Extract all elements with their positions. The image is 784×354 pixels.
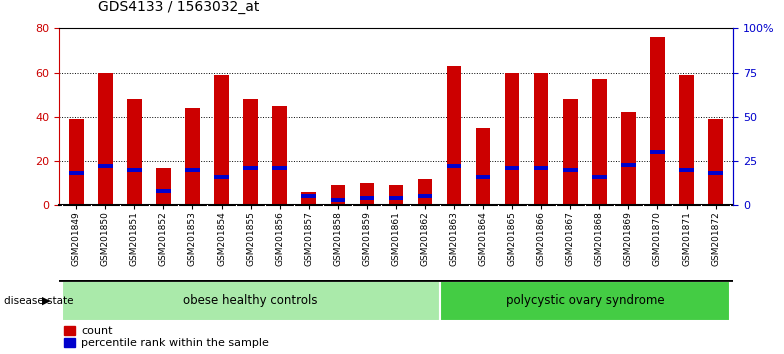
Bar [476,128,490,205]
Bar [679,75,694,205]
Bar [214,175,229,179]
Bar [302,192,316,205]
Bar [679,168,694,172]
Bar [302,194,316,199]
Bar [650,37,665,205]
Bar [621,162,636,167]
Text: GSM201864: GSM201864 [478,211,488,266]
Bar [69,171,84,176]
Bar [272,166,287,170]
Bar [185,108,200,205]
FancyBboxPatch shape [62,280,440,321]
Text: GSM201866: GSM201866 [537,211,546,266]
Text: GSM201854: GSM201854 [217,211,226,266]
Text: GSM201867: GSM201867 [566,211,575,266]
Bar [708,119,723,205]
Bar [389,185,403,205]
Text: GSM201855: GSM201855 [246,211,255,266]
Bar [214,75,229,205]
Bar [534,166,549,170]
Bar [127,168,142,172]
Bar [156,168,171,205]
Bar [98,164,113,169]
Text: GSM201856: GSM201856 [275,211,284,266]
Text: GDS4133 / 1563032_at: GDS4133 / 1563032_at [98,0,260,14]
Bar [505,166,520,170]
Bar [98,73,113,205]
Text: GSM201850: GSM201850 [101,211,110,266]
Text: GSM201865: GSM201865 [508,211,517,266]
Text: GSM201870: GSM201870 [653,211,662,266]
Bar [708,171,723,176]
Bar [360,183,374,205]
Bar [389,196,403,200]
Text: obese healthy controls: obese healthy controls [183,295,318,307]
Text: GSM201852: GSM201852 [159,211,168,266]
Text: polycystic ovary syndrome: polycystic ovary syndrome [506,295,664,307]
Bar [69,119,84,205]
Text: GSM201857: GSM201857 [304,211,314,266]
Bar [563,99,578,205]
Bar [505,73,520,205]
Bar [272,106,287,205]
Bar [243,166,258,170]
Legend: count, percentile rank within the sample: count, percentile rank within the sample [64,326,269,348]
Text: GSM201853: GSM201853 [188,211,197,266]
Bar [331,198,345,202]
Text: GSM201868: GSM201868 [595,211,604,266]
FancyBboxPatch shape [440,280,730,321]
Bar [418,194,432,199]
Text: GSM201861: GSM201861 [391,211,401,266]
Bar [534,73,549,205]
Text: GSM201862: GSM201862 [420,211,430,266]
Bar [447,66,461,205]
Bar [447,164,461,169]
Bar [592,79,607,205]
Bar [185,168,200,172]
Text: GSM201872: GSM201872 [711,211,720,266]
Text: GSM201858: GSM201858 [333,211,343,266]
Bar [156,189,171,193]
Bar [476,175,490,179]
Text: GSM201859: GSM201859 [362,211,372,266]
Bar [360,196,374,200]
Bar [592,175,607,179]
Bar [563,168,578,172]
Bar [127,99,142,205]
Bar [331,185,345,205]
Text: GSM201871: GSM201871 [682,211,691,266]
Bar [243,99,258,205]
Text: GSM201863: GSM201863 [449,211,459,266]
Text: GSM201869: GSM201869 [624,211,633,266]
Bar [418,179,432,205]
Text: ▶: ▶ [42,296,51,306]
Text: GSM201851: GSM201851 [130,211,139,266]
Bar [621,113,636,205]
Text: GSM201849: GSM201849 [72,211,81,266]
Bar [650,150,665,154]
Text: disease state: disease state [4,296,74,306]
